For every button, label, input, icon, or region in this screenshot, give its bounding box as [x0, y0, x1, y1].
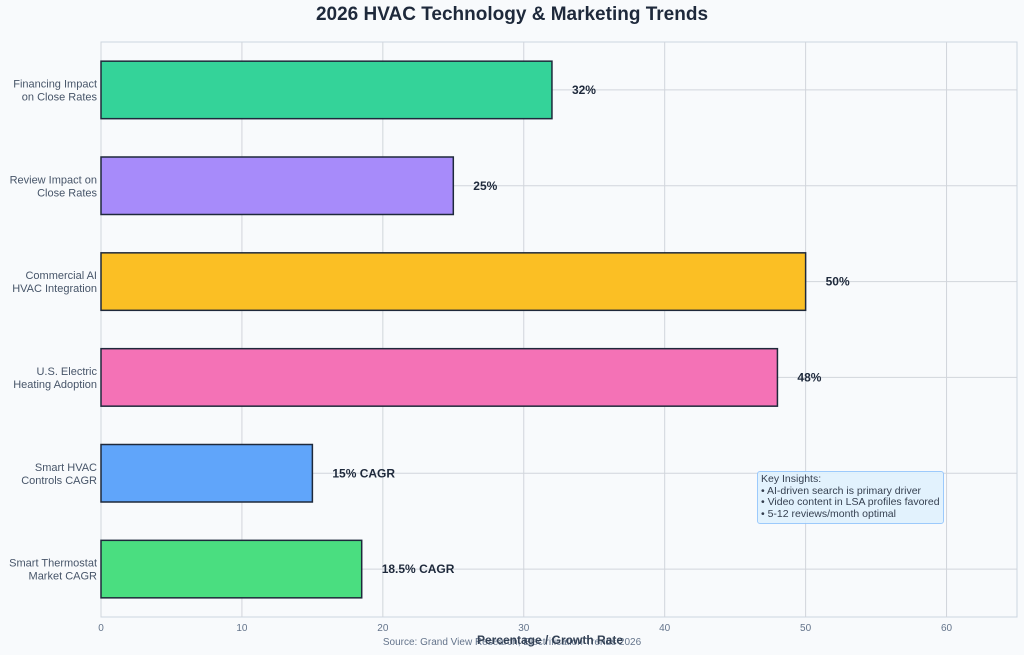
y-tick-label: Commercial AI HVAC Integration: [12, 270, 97, 295]
x-tick-label: 30: [518, 623, 530, 634]
y-tick-label: Review Impact on Close Rates: [10, 174, 98, 199]
key-insights-heading: Key Insights:: [761, 473, 822, 485]
data-label: 15% CAGR: [332, 466, 395, 480]
y-tick-label: Smart Thermostat Market CAGR: [9, 558, 97, 583]
x-tick-label: 40: [659, 623, 671, 634]
key-insight-item: • 5-12 reviews/month optimal: [761, 507, 896, 520]
bars: [100, 60, 807, 599]
labels: 0 10 20 30 40 50 60 32% Financing Impact on Close…: [9, 78, 952, 634]
data-label: 48%: [797, 370, 821, 384]
data-label: 18.5% CAGR: [382, 562, 455, 576]
x-tick-label: 0: [98, 623, 104, 634]
data-label: 32%: [572, 83, 596, 97]
key-insights-box: Key Insights: • AI-driven search is prim…: [757, 471, 944, 525]
chart-title: 2026 HVAC Technology & Marketing Trends: [315, 4, 709, 25]
data-label: 25%: [473, 179, 497, 193]
chart-source: Source: Grand View Research, Electrifica…: [382, 637, 642, 648]
key-insight-item: • Video content in LSA profiles favored: [761, 496, 940, 509]
bar: [100, 539, 363, 599]
y-tick-label: Smart HVAC Controls CAGR: [21, 462, 97, 487]
x-tick-label: 20: [377, 623, 389, 634]
x-axis-label: Percentage / Growth Rate: [476, 633, 624, 647]
bar: [100, 347, 779, 407]
y-tick-label: Financing Impact on Close Rates: [13, 78, 97, 103]
data-label: 50%: [826, 275, 850, 289]
grid-lines: [100, 41, 1018, 618]
x-tick-label: 10: [236, 623, 248, 634]
bar: [100, 443, 314, 503]
key-insight-item: • AI-driven search is primary driver: [761, 484, 922, 497]
x-tick-label: 60: [941, 623, 953, 634]
bar: [100, 156, 455, 216]
bar: [100, 252, 807, 312]
y-tick-label: U.S. Electric Heating Adoption: [13, 366, 97, 391]
x-tick-label: 50: [800, 623, 812, 634]
plot-frame: [100, 41, 1018, 618]
bar: [100, 60, 553, 120]
